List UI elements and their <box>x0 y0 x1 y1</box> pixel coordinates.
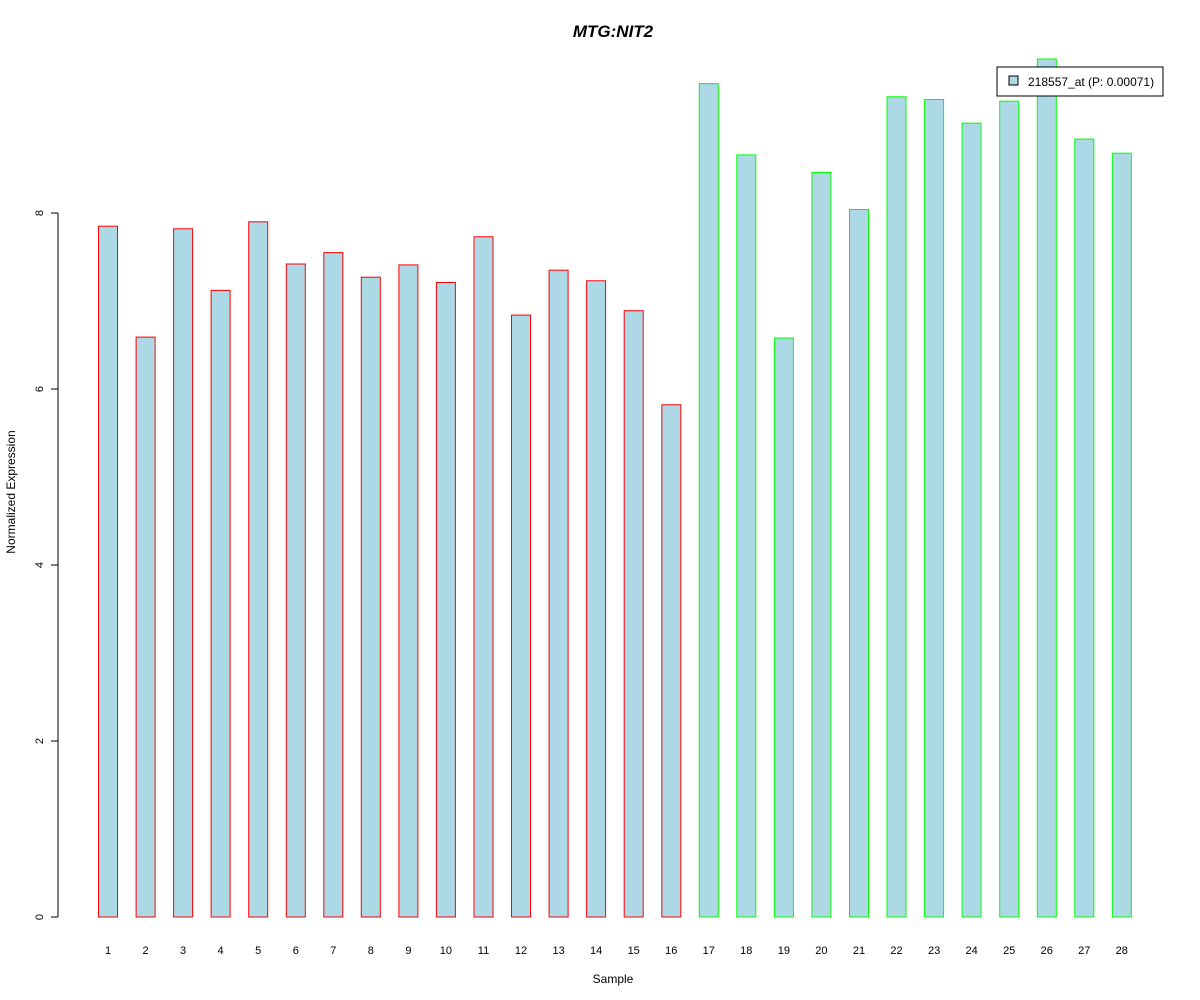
bar-sample-22 <box>886 96 907 918</box>
x-tick-label: 3 <box>180 945 186 957</box>
x-tick-label: 20 <box>815 945 827 957</box>
y-tick-label: 2 <box>34 738 46 744</box>
bar-sample-3 <box>173 228 194 918</box>
bar-sample-13 <box>548 269 569 918</box>
bar-sample-20 <box>811 172 832 918</box>
legend: 218557_at (P: 0.00071) <box>996 66 1164 97</box>
x-tick-label: 5 <box>255 945 261 957</box>
x-tick-label: 13 <box>552 945 564 957</box>
x-tick-label: 1 <box>105 945 111 957</box>
bar-sample-14 <box>586 280 607 918</box>
bar-sample-6 <box>285 263 306 918</box>
x-tick-label: 24 <box>965 945 977 957</box>
x-tick-label: 18 <box>740 945 752 957</box>
x-tick-label: 23 <box>928 945 940 957</box>
bar-sample-1 <box>98 225 118 918</box>
bar-sample-18 <box>736 154 757 918</box>
x-tick-label: 14 <box>590 945 602 957</box>
x-tick-label: 6 <box>293 945 299 957</box>
x-tick-label: 2 <box>143 945 149 957</box>
bar-sample-21 <box>849 209 869 918</box>
bar-sample-24 <box>961 122 982 918</box>
x-tick-label: 27 <box>1078 945 1090 957</box>
x-tick-label: 10 <box>440 945 452 957</box>
x-tick-label: 17 <box>703 945 715 957</box>
bar-sample-5 <box>248 221 269 918</box>
x-tick-label: 28 <box>1116 945 1128 957</box>
bar-sample-9 <box>398 264 419 918</box>
bars <box>98 58 1132 918</box>
x-tick-label: 11 <box>478 945 489 957</box>
y-axis-label: Normalized Expression <box>4 430 18 553</box>
y-tick-label: 6 <box>34 386 46 392</box>
y-tick-label: 4 <box>34 562 46 568</box>
bar-sample-15 <box>623 310 644 918</box>
y-tick-label: 0 <box>34 914 46 920</box>
bar-sample-26 <box>1036 58 1057 918</box>
bar-sample-8 <box>360 276 381 918</box>
bar-sample-7 <box>323 252 344 918</box>
y-tick-label: 8 <box>34 210 46 216</box>
x-tick-label: 22 <box>890 945 902 957</box>
x-tick-label: 21 <box>853 945 865 957</box>
bar-sample-17 <box>698 83 719 918</box>
legend-label: 218557_at (P: 0.00071) <box>1028 75 1154 89</box>
legend-swatch <box>1008 75 1019 86</box>
x-tick-label: 25 <box>1003 945 1015 957</box>
bar-sample-23 <box>924 99 945 918</box>
x-tick-label: 4 <box>218 945 224 957</box>
bar-sample-28 <box>1111 152 1132 918</box>
x-tick-label: 26 <box>1041 945 1053 957</box>
x-tick-label: 8 <box>368 945 374 957</box>
x-tick-label: 19 <box>778 945 790 957</box>
bar-sample-11 <box>473 236 494 918</box>
x-tick-label: 9 <box>405 945 411 957</box>
x-tick-label: 12 <box>515 945 527 957</box>
x-tick-label: 7 <box>330 945 336 957</box>
x-tick-label: 16 <box>665 945 677 957</box>
bar-sample-2 <box>135 336 156 918</box>
bar-sample-12 <box>511 314 531 918</box>
bar-sample-10 <box>435 282 456 918</box>
x-tick-label: 15 <box>628 945 640 957</box>
x-axis-label: Sample <box>593 972 634 986</box>
chart-title: MTG:NIT2 <box>573 22 654 41</box>
legend-box <box>996 66 1164 97</box>
y-axis: 0 2 4 6 8 <box>34 210 59 920</box>
bar-sample-16 <box>661 404 682 918</box>
bar-sample-19 <box>773 337 794 918</box>
bar-sample-27 <box>1074 138 1095 918</box>
bar-sample-25 <box>999 100 1020 918</box>
x-axis-tick-labels: 1 2 3 4 5 6 7 8 9 10 11 12 13 14 15 16 17 18 19 20 21 22 23 24 2… <box>105 945 1128 957</box>
bar-sample-4 <box>210 289 231 918</box>
